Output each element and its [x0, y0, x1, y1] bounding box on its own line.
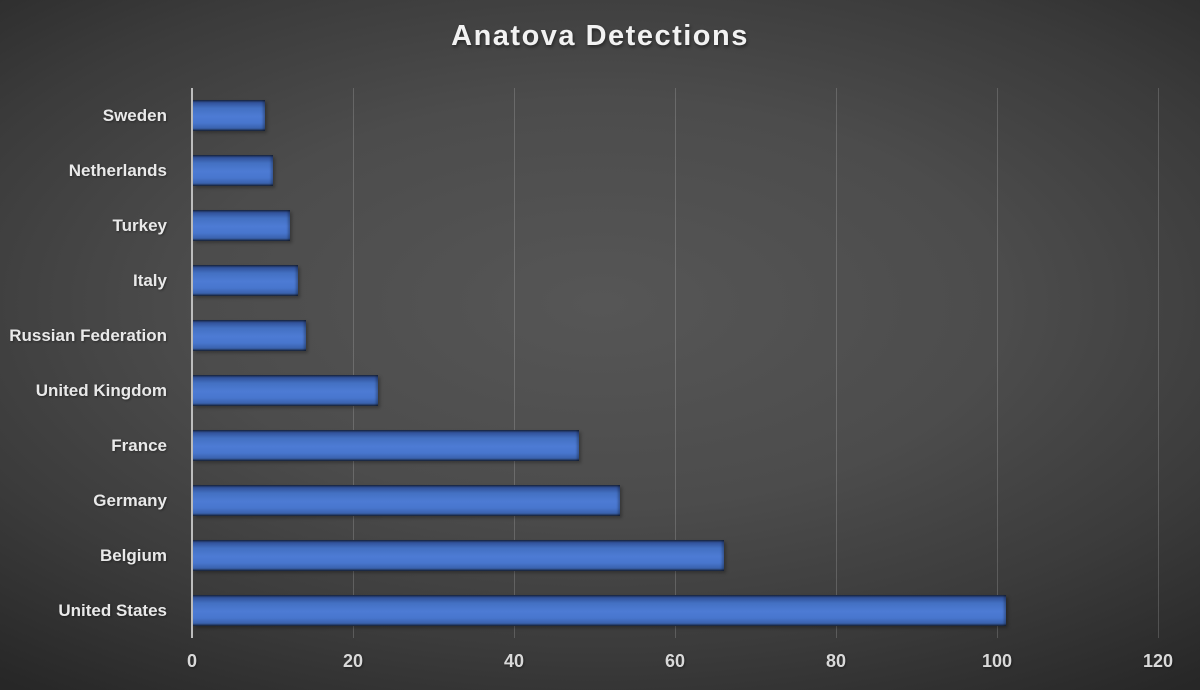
x-tick-label-40: 40: [503, 651, 525, 671]
x-tick-label-20: 20: [342, 651, 364, 671]
y-category-label-united-kingdom: United Kingdom: [35, 381, 167, 400]
y-category-label-turkey: Turkey: [112, 216, 168, 235]
y-category-label-united-states: United States: [58, 601, 167, 620]
bar-row-united-states: [192, 583, 1158, 638]
bar-row-belgium: [192, 528, 1158, 583]
y-category-label-netherlands: Netherlands: [68, 161, 167, 180]
x-tick-label-120: 120: [1142, 651, 1174, 671]
gridline-20: [352, 88, 354, 638]
bar-sweden[interactable]: [193, 100, 266, 131]
gridline-80: [835, 88, 837, 638]
bar-germany[interactable]: [193, 485, 620, 516]
y-category-label-sweden: Sweden: [102, 106, 167, 125]
bar-row-russian-federation: [192, 308, 1158, 363]
bar-turkey[interactable]: [193, 210, 290, 241]
bar-row-italy: [192, 253, 1158, 308]
bar-netherlands[interactable]: [193, 155, 274, 186]
bar-row-germany: [192, 473, 1158, 528]
y-axis-category-labels: Sweden Netherlands Turkey Italy Russian Fede…: [0, 88, 180, 638]
bar-row-sweden: [192, 88, 1158, 143]
bar-italy[interactable]: [193, 265, 298, 296]
bar-russian-federation[interactable]: [193, 320, 306, 351]
plot-area: [191, 88, 1159, 638]
bar-belgium[interactable]: [193, 540, 725, 571]
bar-row-netherlands: [192, 143, 1158, 198]
gridline-40: [513, 88, 515, 638]
x-tick-label-100: 100: [981, 651, 1013, 671]
y-category-label-france: France: [111, 436, 167, 455]
y-axis-line: [191, 88, 193, 638]
y-category-label-belgium: Belgium: [99, 546, 167, 565]
bar-row-turkey: [192, 198, 1158, 253]
y-category-label-italy: Italy: [132, 271, 167, 290]
y-category-label-germany: Germany: [93, 491, 167, 510]
x-tick-label-0: 0: [186, 651, 198, 671]
bar-united-kingdom[interactable]: [193, 375, 379, 406]
bar-row-united-kingdom: [192, 363, 1158, 418]
y-category-label-russian-federation: Russian Federation: [9, 326, 167, 345]
bar-united-states[interactable]: [193, 595, 1007, 626]
bar-france[interactable]: [193, 430, 580, 461]
bar-row-france: [192, 418, 1158, 473]
gridline-120: [1158, 88, 1159, 638]
x-axis-tick-labels: 0 20 40 60 80 100 120: [0, 651, 1200, 677]
gridline-60: [675, 88, 676, 638]
x-tick-label-60: 60: [664, 651, 686, 671]
x-tick-label-80: 80: [825, 651, 847, 671]
chart-title: Anatova Detections: [451, 20, 749, 52]
gridline-100: [997, 88, 998, 638]
